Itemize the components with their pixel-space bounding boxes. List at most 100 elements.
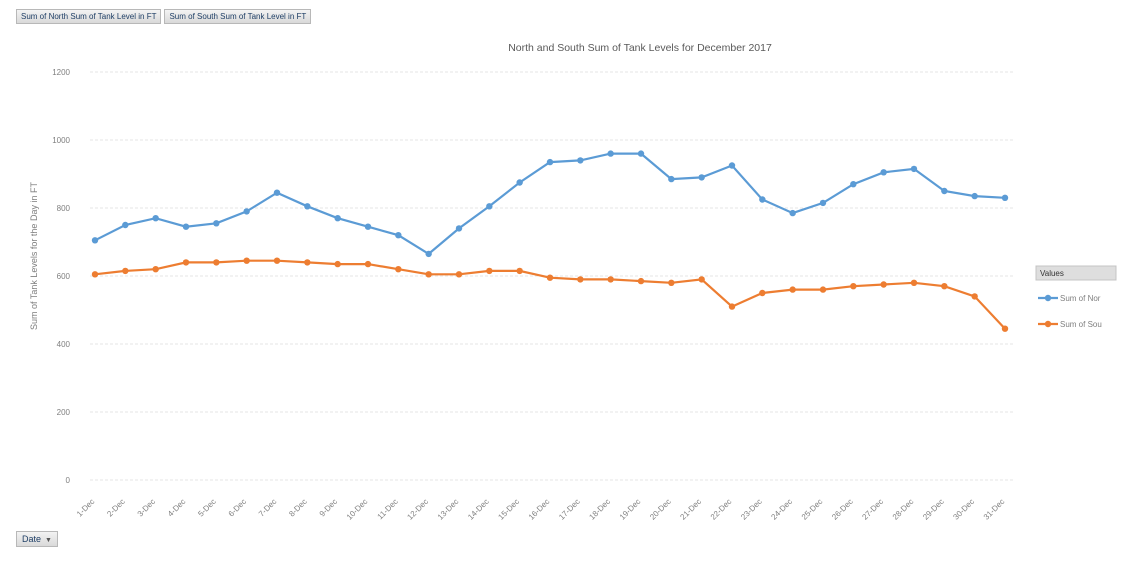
data-point-south [637,277,645,285]
field-button-bar: Sum of North Sum of Tank Level in FT Sum… [16,9,312,24]
field-button-south[interactable]: Sum of South Sum of Tank Level in FT [164,9,312,24]
data-point-south [243,257,250,264]
x-tick-label: 20-Dec [648,497,673,522]
data-point-north [152,215,159,222]
data-point-south [364,260,372,268]
data-point-south [304,259,311,266]
data-point-north [516,179,523,186]
y-tick-label: 0 [66,476,71,485]
data-point-south [455,271,463,278]
data-point-north [243,208,250,215]
y-tick-label: 800 [57,204,71,213]
y-axis-label: Sum of Tank Levels for the Day in FT [29,182,39,330]
y-tick-label: 600 [57,272,71,281]
data-point-south [971,293,978,300]
x-tick-label: 4-Dec [166,497,187,518]
legend-title: Values [1040,269,1064,278]
y-tick-label: 200 [57,408,71,417]
legend-marker [1044,320,1052,328]
data-point-north [607,150,614,157]
data-point-south [273,257,281,264]
x-tick-label: 29-Dec [921,497,946,522]
data-point-north [668,175,675,183]
x-tick-label: 26-Dec [830,497,855,522]
data-point-north [273,189,281,196]
x-tick-label: 7-Dec [257,497,278,518]
x-tick-label: 27-Dec [860,497,885,522]
x-tick-label: 15-Dec [496,497,521,522]
data-point-north [880,169,887,176]
legend-label: Sum of Sou [1060,320,1102,329]
data-point-south [819,286,827,293]
series-line-south [94,259,1006,330]
x-tick-label: 10-Dec [345,497,370,522]
data-point-south [395,266,402,273]
data-point-south [941,283,948,290]
date-filter-button[interactable]: Date ▼ [16,531,58,547]
x-tick-label: 18-Dec [587,497,612,522]
data-point-north [304,203,311,210]
data-point-south [577,276,584,283]
data-point-north [850,181,857,188]
dropdown-arrow-icon: ▼ [45,537,52,544]
x-tick-label: 11-Dec [376,497,400,521]
x-tick-label: 8-Dec [287,497,308,518]
data-point-north [425,250,432,258]
data-point-south [698,276,705,283]
y-tick-label: 1000 [52,136,70,145]
x-tick-label: 30-Dec [951,497,976,522]
x-tick-label: 21-Dec [678,497,703,522]
x-tick-label: 13-Dec [436,497,461,522]
data-point-north [910,165,918,173]
data-point-south [91,271,99,278]
data-point-north [789,209,796,217]
data-point-south [850,283,857,290]
data-point-south [607,276,614,283]
x-tick-label: 14-Dec [466,497,491,522]
x-tick-label: 1-Dec [75,497,96,518]
data-point-north [91,237,99,244]
data-point-north [577,157,584,164]
data-point-north [213,220,220,227]
series-line-north [94,152,1006,256]
data-point-south [546,274,554,281]
data-point-south [122,267,129,275]
data-point-north [486,203,493,210]
y-tick-label: 1200 [52,68,70,77]
data-point-north [395,232,402,239]
data-point-south [516,267,523,275]
data-point-north [364,223,372,230]
data-point-north [455,225,463,232]
date-filter-label: Date [22,534,42,544]
data-point-south [668,279,675,286]
data-point-south [213,259,220,266]
x-tick-label: 23-Dec [739,497,764,522]
x-tick-label: 9-Dec [318,497,339,518]
data-point-north [819,199,827,207]
x-tick-label: 28-Dec [891,497,916,522]
x-tick-label: 3-Dec [136,497,157,518]
x-tick-label: 5-Dec [196,497,217,518]
field-button-north[interactable]: Sum of North Sum of Tank Level in FT [16,9,162,24]
data-point-south [880,281,887,288]
x-tick-label: 19-Dec [618,497,643,522]
legend-label: Sum of Nor [1060,294,1101,303]
x-tick-label: 6-Dec [227,497,248,518]
x-tick-label: 25-Dec [800,497,825,522]
x-tick-label: 16-Dec [527,497,552,522]
data-point-north [546,158,554,166]
data-point-south [910,279,918,286]
y-tick-label: 400 [57,340,71,349]
legend-header [1035,265,1117,281]
data-point-south [152,266,159,273]
data-point-north [637,150,645,157]
data-point-south [182,259,190,266]
data-point-north [1001,194,1009,201]
data-point-south [759,289,766,297]
data-point-north [334,215,341,222]
data-point-north [698,174,705,181]
x-tick-label: 31-Dec [982,497,1007,522]
data-point-south [425,271,432,278]
x-tick-label: 22-Dec [709,497,734,522]
